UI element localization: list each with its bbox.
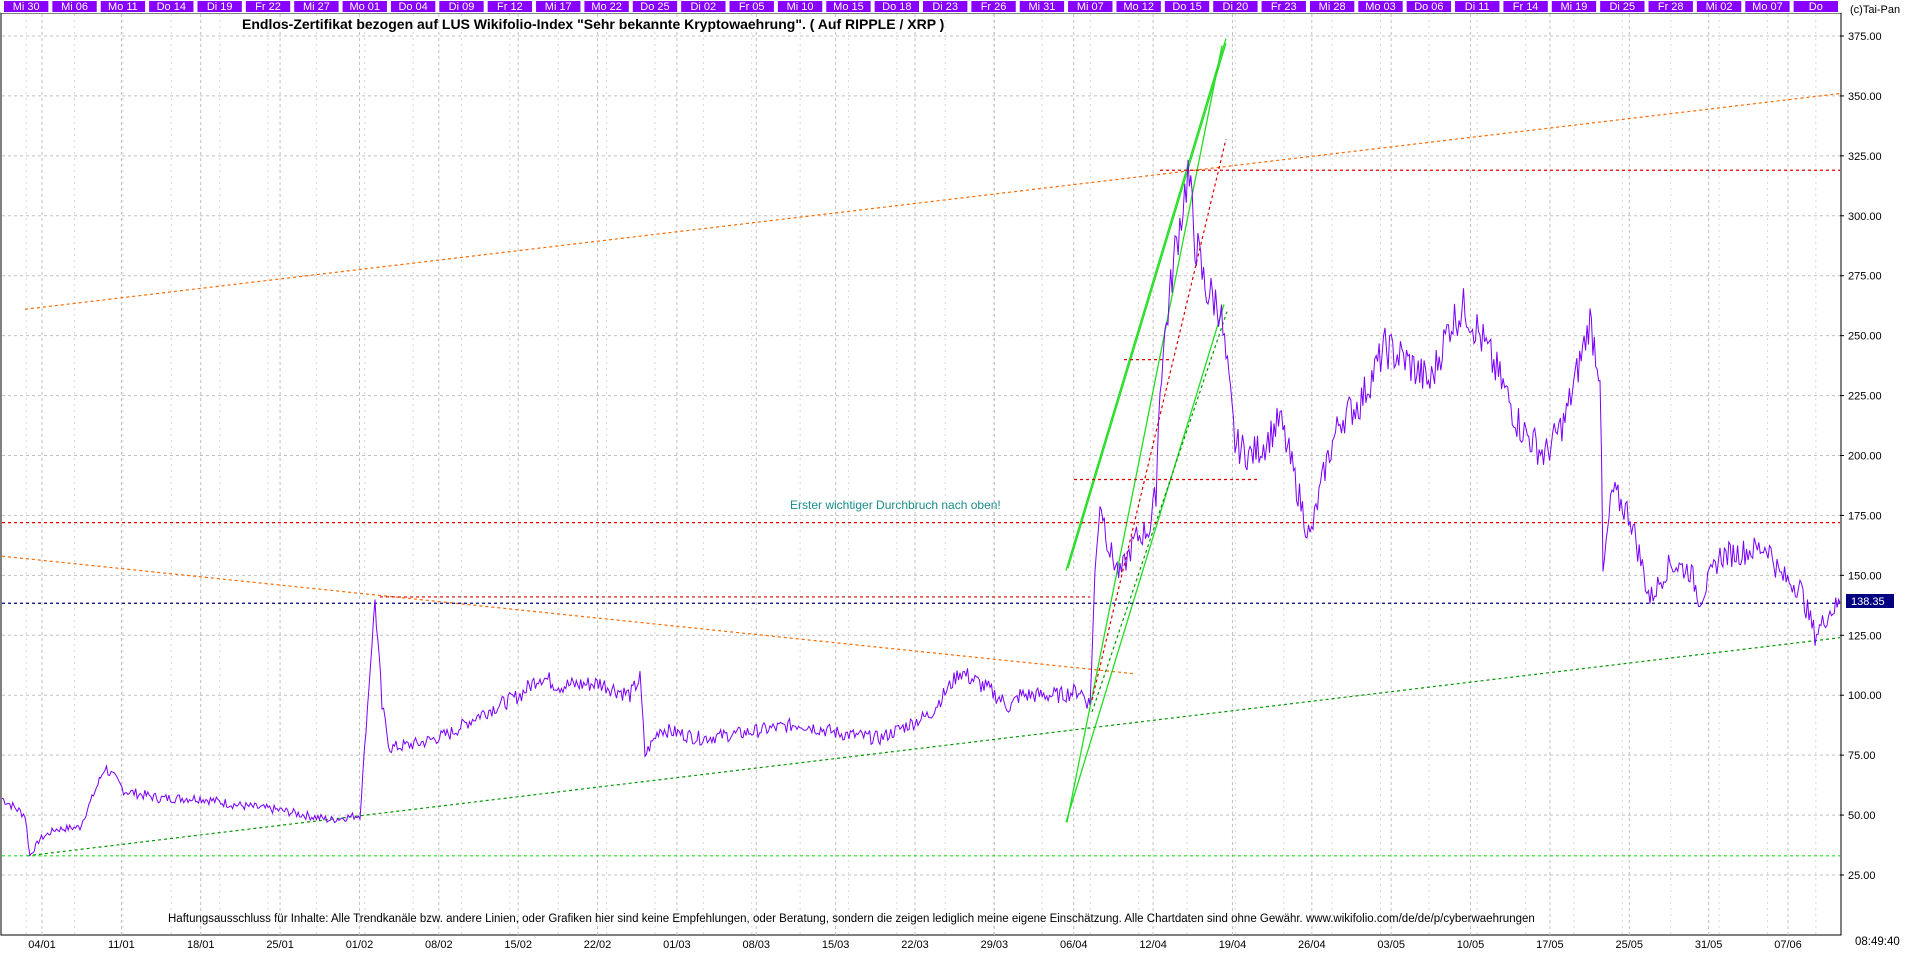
x-tick-label: 25/05 bbox=[1616, 939, 1644, 951]
x-tick-label: 22/03 bbox=[901, 939, 929, 951]
top-date-label: Do 06 bbox=[1414, 1, 1443, 13]
copyright-label: (c)Tai-Pan bbox=[1850, 4, 1900, 16]
top-date-label: Mo 07 bbox=[1752, 1, 1783, 13]
top-date-label: Mo 11 bbox=[108, 1, 138, 13]
top-date-label: Di 20 bbox=[1223, 1, 1249, 13]
y-tick-label: 50.00 bbox=[1848, 810, 1876, 822]
top-date-label: Mi 28 bbox=[1319, 1, 1346, 13]
trendline-channel-bright bbox=[1066, 38, 1226, 570]
top-date-label: Do 15 bbox=[1172, 1, 1201, 13]
x-tick-label: 08/02 bbox=[425, 939, 453, 951]
x-tick-label: 15/03 bbox=[822, 939, 850, 951]
y-tick-label: 300.00 bbox=[1848, 211, 1882, 223]
top-date-label: Mi 02 bbox=[1706, 1, 1733, 13]
x-tick-label: 06/04 bbox=[1060, 939, 1088, 951]
top-date-label: Di 25 bbox=[1609, 1, 1635, 13]
top-date-label: Mi 19 bbox=[1561, 1, 1588, 13]
top-date-label: Do 14 bbox=[157, 1, 186, 13]
trendline-channel-upper bbox=[1067, 46, 1222, 823]
breakout-annotation: Erster wichtiger Durchbruch nach oben! bbox=[790, 498, 1001, 512]
x-tick-label: 07/06 bbox=[1774, 939, 1802, 951]
top-date-label: Mi 17 bbox=[545, 1, 572, 13]
top-date-label: Fr 28 bbox=[1658, 1, 1684, 13]
y-axis-ticks: 375.00 350.00 325.00 300.00 275.00 250.00 225.… bbox=[1840, 31, 1882, 882]
grid bbox=[2, 14, 1840, 935]
top-date-label: Fr 05 bbox=[739, 1, 765, 13]
x-axis-ticks: 04/01 11/01 18/01 25/01 01/02 08/02 15/02 22/02… bbox=[28, 939, 1802, 951]
top-date-label: Fr 14 bbox=[1513, 1, 1539, 13]
top-date-label: Mo 12 bbox=[1123, 1, 1154, 13]
x-tick-label: 08/03 bbox=[743, 939, 771, 951]
x-tick-label: 29/03 bbox=[981, 939, 1009, 951]
x-tick-label: 17/05 bbox=[1536, 939, 1564, 951]
top-date-label: Do bbox=[1809, 1, 1823, 13]
clock-label: 08:49:40 bbox=[1855, 936, 1900, 948]
top-date-label: Mo 22 bbox=[591, 1, 622, 13]
trendline-channel-upper-2 bbox=[1068, 43, 1226, 568]
trendlines bbox=[2, 38, 1840, 855]
x-tick-label: 11/01 bbox=[108, 939, 135, 951]
top-date-label: Do 25 bbox=[640, 1, 669, 13]
y-tick-label: 200.00 bbox=[1848, 451, 1882, 463]
top-date-label: Mo 03 bbox=[1365, 1, 1396, 13]
top-date-label: Do 18 bbox=[882, 1, 911, 13]
top-date-label: Mi 07 bbox=[1077, 1, 1104, 13]
x-tick-label: 22/02 bbox=[584, 939, 612, 951]
x-tick-label: 31/05 bbox=[1695, 939, 1723, 951]
top-date-label: Fr 23 bbox=[1271, 1, 1297, 13]
x-tick-label: 10/05 bbox=[1457, 939, 1485, 951]
top-date-label: Mo 01 bbox=[349, 1, 380, 13]
x-tick-label: 04/01 bbox=[28, 939, 56, 951]
y-tick-label: 325.00 bbox=[1848, 151, 1882, 163]
top-date-label: Do 04 bbox=[398, 1, 427, 13]
y-tick-label: 175.00 bbox=[1848, 510, 1882, 522]
y-tick-label: 25.00 bbox=[1848, 870, 1876, 882]
top-date-label: Di 23 bbox=[932, 1, 958, 13]
y-tick-label: 75.00 bbox=[1848, 750, 1876, 762]
trendline-orange-rising bbox=[25, 94, 1840, 310]
top-date-label: Di 09 bbox=[449, 1, 475, 13]
x-tick-label: 18/01 bbox=[187, 939, 215, 951]
y-tick-label: 150.00 bbox=[1848, 570, 1882, 582]
chart-title: Endlos-Zertifikat bezogen auf LUS Wikifo… bbox=[242, 16, 944, 32]
top-date-label: Mi 10 bbox=[787, 1, 814, 13]
y-tick-label: 275.00 bbox=[1848, 271, 1882, 283]
top-date-label: Di 19 bbox=[207, 1, 233, 13]
top-date-label: Mi 31 bbox=[1028, 1, 1055, 13]
x-tick-label: 03/05 bbox=[1377, 939, 1405, 951]
x-tick-label: 19/04 bbox=[1219, 939, 1247, 951]
x-tick-label: 12/04 bbox=[1139, 939, 1167, 951]
y-tick-label: 350.00 bbox=[1848, 91, 1882, 103]
y-tick-label: 225.00 bbox=[1848, 391, 1882, 403]
y-tick-label: 250.00 bbox=[1848, 331, 1882, 343]
x-tick-label: 25/01 bbox=[266, 939, 294, 951]
plot-border bbox=[1, 13, 1841, 935]
trendline-support-green bbox=[27, 638, 1840, 856]
x-tick-label: 15/02 bbox=[504, 939, 532, 951]
last-price-tag: 138.35 bbox=[1846, 594, 1894, 608]
top-date-label: Fr 12 bbox=[497, 1, 523, 13]
horizontal-levels bbox=[2, 170, 1840, 856]
top-date-label: Di 02 bbox=[690, 1, 716, 13]
trendline-channel-lower bbox=[1066, 304, 1224, 822]
y-tick-label: 375.00 bbox=[1848, 31, 1882, 43]
disclaimer-text: Haftungsausschluss für Inhalte: Alle Tre… bbox=[168, 913, 1535, 925]
last-price-tag-label: 138.35 bbox=[1851, 596, 1885, 608]
trendline-steep-dashed bbox=[1092, 312, 1227, 712]
top-date-label: Fr 26 bbox=[981, 1, 1007, 13]
x-tick-label: 01/02 bbox=[346, 939, 374, 951]
top-date-label: Mi 27 bbox=[303, 1, 330, 13]
top-date-label: Di 11 bbox=[1465, 1, 1490, 13]
y-tick-label: 125.00 bbox=[1848, 630, 1882, 642]
x-tick-label: 01/03 bbox=[663, 939, 691, 951]
y-tick-label: 100.00 bbox=[1848, 690, 1882, 702]
top-date-label: Mo 15 bbox=[833, 1, 864, 13]
top-date-label: Mi 30 bbox=[13, 1, 40, 13]
top-date-label: Fr 22 bbox=[255, 1, 281, 13]
x-tick-label: 26/04 bbox=[1298, 939, 1326, 951]
top-date-label: Mi 06 bbox=[61, 1, 88, 13]
